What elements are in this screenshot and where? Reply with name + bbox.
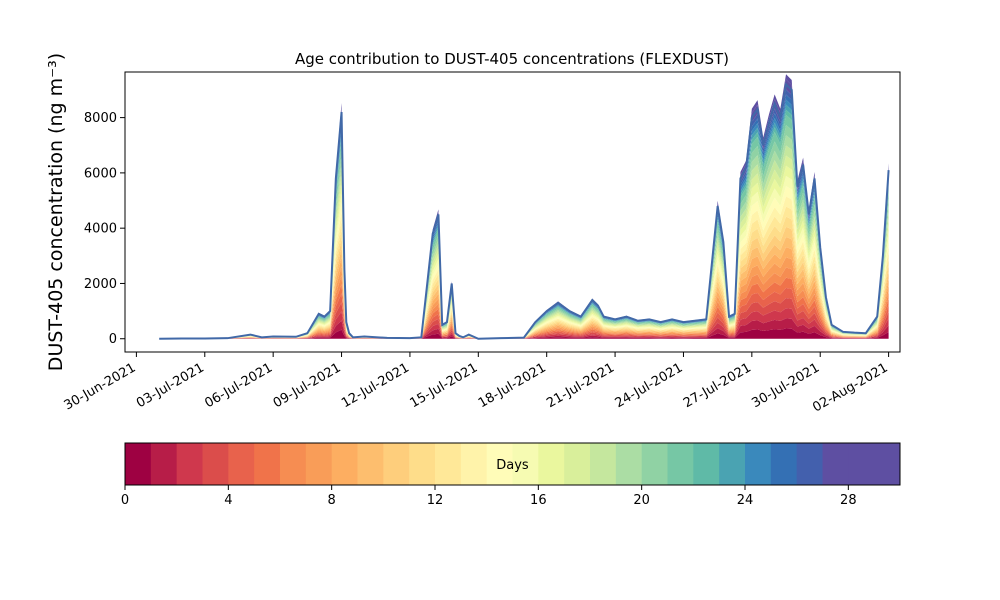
chart-title: Age contribution to DUST-405 concentrati… [295, 50, 729, 68]
colorbar-segment [435, 443, 462, 485]
x-tick-label: 21-Jul-2021 [544, 360, 617, 411]
colorbar-tick-label: 12 [427, 493, 444, 508]
x-tick-label: 18-Jul-2021 [476, 360, 549, 411]
colorbar-segment [693, 443, 720, 485]
colorbar-frame [124, 442, 901, 486]
x-axis: 30-Jun-202103-Jul-202106-Jul-202109-Jul-… [62, 352, 891, 416]
colorbar-segment [641, 443, 668, 485]
y-tick-label: 6000 [84, 166, 117, 181]
total-concentration-line [159, 82, 890, 340]
age-bin-area-1 [159, 318, 889, 339]
colorbar-segment [409, 443, 436, 485]
colorbar-segment [331, 443, 358, 485]
colorbar-segment [796, 443, 823, 485]
colorbar-segment [512, 443, 539, 485]
colorbar-label: Days [496, 458, 529, 473]
colorbar-segment [874, 443, 901, 485]
colorbar-segment [176, 443, 203, 485]
colorbar-segment [770, 443, 798, 485]
x-tick-label: 15-Jul-2021 [407, 360, 480, 411]
x-tick-label: 02-Aug-2021 [810, 360, 890, 415]
x-tick-label: 30-Jun-2021 [62, 360, 139, 413]
x-tick-label: 12-Jul-2021 [339, 360, 412, 411]
colorbar-segment [745, 443, 772, 485]
colorbar-tick-label: 24 [737, 493, 754, 508]
plot-area [124, 71, 901, 353]
colorbar-tick-label: 28 [840, 493, 857, 508]
y-tick-label: 0 [109, 332, 117, 347]
x-tick-label: 27-Jul-2021 [681, 360, 754, 411]
colorbar-segment [202, 443, 229, 485]
colorbar-tick-label: 8 [328, 493, 336, 508]
colorbar-segment [280, 443, 307, 485]
colorbar: Days 0 4 8 12 16 20 24 28 [121, 442, 901, 508]
colorbar-segment [228, 443, 255, 485]
colorbar-tick-label: 0 [121, 493, 129, 508]
x-tick-label: 03-Jul-2021 [134, 360, 207, 411]
plot-frame [124, 71, 901, 353]
colorbar-segment [848, 443, 875, 485]
area-series-layer [159, 74, 889, 339]
colorbar-tick-label: 4 [224, 493, 232, 508]
x-tick-label: 09-Jul-2021 [271, 360, 344, 411]
colorbar-segment [486, 443, 513, 485]
age-bin-area-2 [159, 308, 889, 339]
y-tick-label: 8000 [84, 111, 117, 126]
colorbar-segment [538, 443, 565, 485]
colorbar-segment [719, 443, 746, 485]
y-tick-label: 4000 [84, 222, 117, 237]
colorbar-segment [460, 443, 488, 485]
x-tick-label: 24-Jul-2021 [613, 360, 686, 411]
colorbar-segment [590, 443, 617, 485]
colorbar-tick-label: 16 [530, 493, 547, 508]
colorbar-tick-label: 20 [633, 493, 650, 508]
age-bin-area-0 [159, 328, 889, 339]
colorbar-segment [254, 443, 281, 485]
age-bin-area-4 [159, 287, 889, 339]
colorbar-segment [125, 443, 152, 485]
age-bin-area-3 [159, 298, 889, 339]
y-tick-label: 2000 [84, 277, 117, 292]
colorbar-segment [822, 443, 849, 485]
colorbar-segment [615, 443, 643, 485]
colorbar-segment [667, 443, 694, 485]
colorbar-segment [305, 443, 333, 485]
colorbar-segment [357, 443, 384, 485]
y-axis: 0 2000 4000 6000 8000 [84, 111, 125, 347]
x-tick-label: 06-Jul-2021 [202, 360, 275, 411]
age-bin-area-5 [159, 277, 889, 339]
y-axis-label: DUST-405 concentration (ng m⁻³) [45, 53, 67, 371]
colorbar-segment [564, 443, 591, 485]
colorbar-segment [150, 443, 178, 485]
colorbar-segment [383, 443, 410, 485]
